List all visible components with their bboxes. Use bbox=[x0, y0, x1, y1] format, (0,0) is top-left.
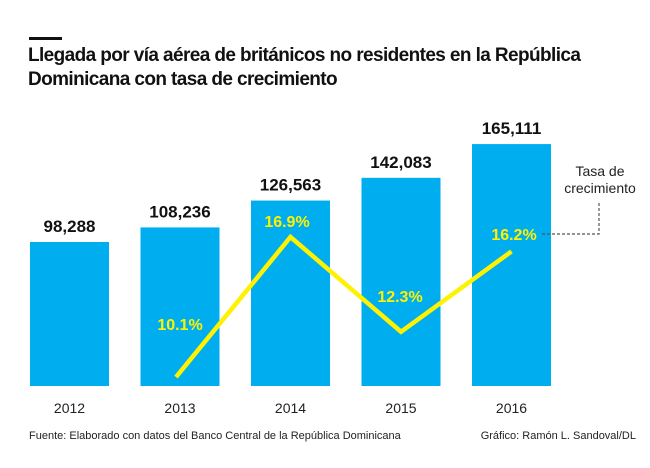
x-tick-2012: 2012 bbox=[54, 400, 85, 416]
value-label-2014: 126,563 bbox=[260, 176, 321, 195]
source-note: Fuente: Elaborado con datos del Banco Ce… bbox=[29, 430, 401, 442]
bar-2015 bbox=[361, 177, 441, 386]
x-tick-2016: 2016 bbox=[496, 400, 527, 416]
bar-2012 bbox=[30, 241, 109, 386]
bar-2013 bbox=[140, 227, 220, 386]
value-label-2013: 108,236 bbox=[149, 202, 210, 221]
annotation-leader bbox=[542, 203, 600, 235]
growth-label-2015: 12.3% bbox=[377, 289, 422, 306]
x-tick-2014: 2014 bbox=[275, 400, 306, 416]
bar-2014 bbox=[251, 200, 330, 386]
x-tick-2013: 2013 bbox=[164, 400, 195, 416]
value-label-2016: 165,111 bbox=[482, 119, 542, 138]
title-rule bbox=[29, 37, 62, 40]
annotation-line-1: crecimiento bbox=[564, 180, 636, 196]
value-label-2015: 142,083 bbox=[370, 153, 431, 172]
credit-note: Gráfico: Ramón L. Sandoval/DL bbox=[480, 430, 636, 442]
growth-label-2013: 10.1% bbox=[157, 317, 202, 334]
growth-label-2014: 16.9% bbox=[264, 214, 309, 231]
chart-title: Llegada por vía aérea de británicos no r… bbox=[28, 45, 581, 90]
bar-2016 bbox=[472, 144, 551, 386]
growth-line bbox=[174, 233, 513, 379]
annotation-line-0: Tasa de bbox=[575, 163, 624, 179]
x-tick-2015: 2015 bbox=[385, 400, 416, 416]
growth-label-2016: 16.2% bbox=[491, 227, 536, 244]
value-label-2012: 98,288 bbox=[44, 217, 96, 236]
